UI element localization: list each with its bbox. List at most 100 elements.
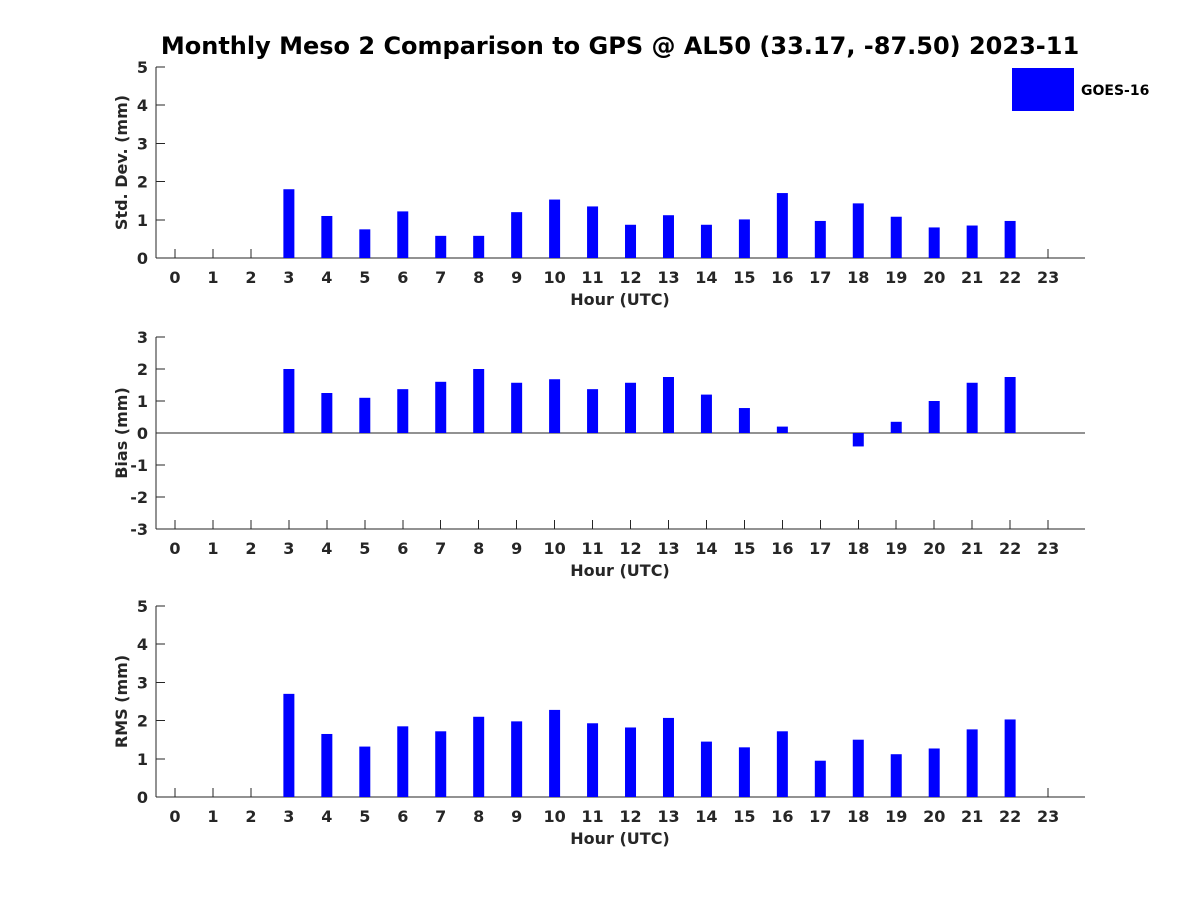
y-tick-label: 3: [137, 328, 148, 347]
y-tick-label: 1: [137, 750, 148, 769]
bar: [283, 369, 295, 433]
x-tick-label: 14: [695, 539, 717, 558]
bar: [738, 747, 750, 797]
x-tick-label: 11: [581, 268, 603, 287]
bar: [738, 408, 750, 433]
bar: [700, 741, 712, 797]
bar: [814, 760, 826, 797]
bar: [321, 215, 333, 258]
x-tick-label: 4: [321, 539, 332, 558]
legend-label: GOES-16: [1081, 83, 1149, 99]
bar: [1004, 719, 1016, 797]
legend-swatch: [1012, 68, 1074, 111]
x-tick-label: 17: [809, 539, 831, 558]
x-tick-label: 5: [359, 268, 370, 287]
x-tick-label: 20: [923, 807, 945, 826]
x-tick-label: 9: [511, 268, 522, 287]
bar: [625, 382, 637, 433]
y-axis-label: RMS (mm): [112, 655, 131, 748]
bar: [814, 220, 826, 258]
bar: [397, 726, 409, 797]
x-tick-label: 6: [397, 807, 408, 826]
x-axis-label: Hour (UTC): [570, 561, 670, 580]
bar: [473, 716, 485, 797]
x-tick-label: 22: [999, 268, 1021, 287]
bar: [928, 748, 940, 797]
x-tick-label: 14: [695, 807, 717, 826]
bar: [966, 729, 978, 797]
bar: [776, 193, 788, 258]
x-tick-label: 22: [999, 539, 1021, 558]
bar: [966, 225, 978, 258]
bar: [549, 199, 561, 258]
bar: [700, 394, 712, 433]
y-axis-label: Bias (mm): [112, 387, 131, 479]
x-tick-label: 18: [847, 539, 869, 558]
bar: [738, 219, 750, 258]
x-tick-label: 9: [511, 807, 522, 826]
x-tick-label: 13: [657, 807, 679, 826]
bar: [776, 426, 788, 433]
x-tick-label: 11: [581, 807, 603, 826]
bar: [776, 731, 788, 797]
x-tick-label: 21: [961, 807, 983, 826]
x-tick-label: 8: [473, 539, 484, 558]
bar: [435, 731, 447, 797]
x-tick-label: 18: [847, 268, 869, 287]
bar: [1004, 220, 1016, 258]
bar: [928, 401, 940, 433]
x-axis-label: Hour (UTC): [570, 290, 670, 309]
x-tick-label: 12: [619, 807, 641, 826]
x-tick-label: 16: [771, 807, 793, 826]
y-tick-label: 1: [137, 211, 148, 230]
x-tick-label: 12: [619, 539, 641, 558]
bar: [890, 216, 902, 258]
legend: GOES-16: [1012, 68, 1149, 111]
x-tick-label: 20: [923, 539, 945, 558]
x-tick-label: 0: [169, 539, 180, 558]
bar: [321, 733, 333, 797]
bar: [587, 206, 599, 258]
y-tick-label: 3: [137, 673, 148, 692]
x-tick-label: 9: [511, 539, 522, 558]
bar: [359, 229, 371, 258]
x-tick-label: 8: [473, 807, 484, 826]
bar: [852, 433, 864, 447]
x-tick-label: 13: [657, 268, 679, 287]
bar: [435, 381, 447, 433]
bar: [587, 389, 599, 433]
x-tick-label: 1: [207, 268, 218, 287]
bar: [662, 215, 674, 258]
x-tick-label: 6: [397, 268, 408, 287]
x-tick-label: 14: [695, 268, 717, 287]
bar: [397, 389, 409, 433]
y-tick-label: 0: [137, 249, 148, 268]
bar: [852, 203, 864, 258]
x-tick-label: 19: [885, 807, 907, 826]
bar: [511, 212, 523, 258]
x-tick-label: 7: [435, 807, 446, 826]
x-tick-label: 17: [809, 268, 831, 287]
x-tick-label: 3: [283, 268, 294, 287]
x-tick-label: 4: [321, 807, 332, 826]
x-tick-label: 0: [169, 807, 180, 826]
x-tick-label: 16: [771, 539, 793, 558]
bar: [852, 739, 864, 797]
bar: [587, 723, 599, 797]
bar: [928, 227, 940, 258]
x-tick-label: 10: [543, 807, 565, 826]
bar: [700, 224, 712, 258]
bar: [1004, 377, 1016, 433]
x-tick-label: 23: [1037, 807, 1059, 826]
x-tick-label: 15: [733, 268, 755, 287]
x-tick-label: 5: [359, 807, 370, 826]
x-tick-label: 5: [359, 539, 370, 558]
x-tick-label: 22: [999, 807, 1021, 826]
bar: [283, 189, 295, 258]
y-tick-label: 3: [137, 134, 148, 153]
y-tick-label: 4: [137, 96, 148, 115]
bar: [359, 746, 371, 797]
bar: [511, 382, 523, 433]
bar: [662, 717, 674, 797]
bar: [890, 754, 902, 797]
